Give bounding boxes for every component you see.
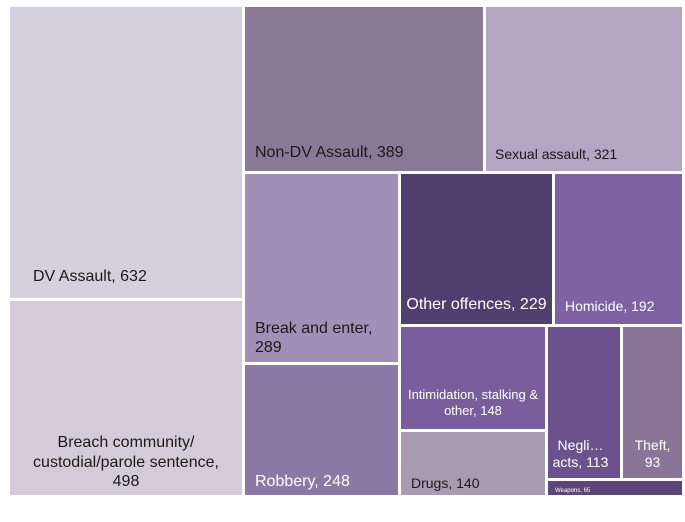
tile-label-other-offences: Other offences, 229: [406, 296, 547, 314]
tile-robbery: Robbery, 248: [245, 365, 398, 495]
tile-label-theft: Theft, 93: [634, 436, 671, 470]
tile-break-and-enter: Break and enter, 289: [245, 174, 398, 362]
tile-other-offences: Other offences, 229: [401, 174, 552, 324]
tile-dv-assault: DV Assault, 632: [10, 7, 242, 298]
tile-label-non-dv-assault: Non-DV Assault, 389: [255, 144, 404, 162]
tile-intimidation: Intimidation, stalking & other, 148: [401, 327, 545, 429]
tile-label-intimidation: Intimidation, stalking & other, 148: [407, 387, 539, 419]
tile-non-dv-assault: Non-DV Assault, 389: [245, 7, 483, 171]
tile-label-drugs: Drugs, 140: [411, 474, 480, 491]
tile-label-sexual-assault: Sexual assault, 321: [495, 145, 618, 162]
tile-label-homicide: Homicide, 192: [565, 297, 655, 314]
tile-breach: Breach community/ custodial/parole sente…: [10, 301, 242, 495]
tile-label-negligent-acts: Negli… acts, 113: [552, 436, 609, 470]
tile-label-dv-assault: DV Assault, 632: [33, 268, 147, 286]
tile-theft: Theft, 93: [623, 327, 682, 478]
tile-label-breach: Breach community/ custodial/parole sente…: [33, 434, 219, 491]
tile-negligent-acts: Negli… acts, 113: [548, 327, 620, 478]
tile-homicide: Homicide, 192: [555, 174, 682, 324]
tile-label-robbery: Robbery, 248: [255, 473, 350, 491]
tile-weapons: Weapons, 65: [548, 481, 682, 495]
tile-label-break-and-enter: Break and enter, 289: [255, 319, 373, 357]
tile-sexual-assault: Sexual assault, 321: [486, 7, 682, 171]
tile-drugs: Drugs, 140: [401, 432, 545, 495]
tile-label-weapons: Weapons, 65: [555, 488, 591, 494]
